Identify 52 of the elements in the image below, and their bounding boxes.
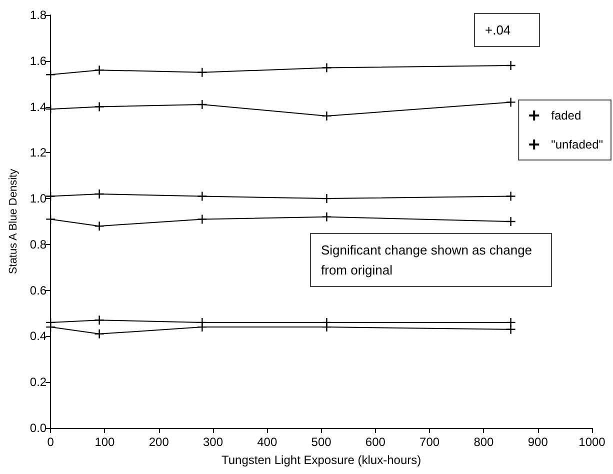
annotation: Significant change shown as change from original (321, 242, 536, 278)
y-tick-label: 1.6 (30, 54, 47, 68)
point (322, 110, 332, 122)
legend-label: faded (551, 108, 582, 122)
point (94, 188, 104, 200)
point (197, 191, 208, 202)
point (322, 212, 332, 222)
x-tick-label: 300 (202, 435, 224, 449)
x-tick-label: 600 (365, 435, 386, 449)
y-tick-label: 0.2 (30, 375, 47, 390)
point (45, 104, 56, 114)
annotation: +.04 (485, 22, 511, 38)
x-tick-label: 800 (474, 435, 494, 449)
y-tick-label: 1.2 (30, 146, 47, 160)
y-axis-title: Status A Blue Density (8, 168, 20, 274)
x-tick-label: 700 (420, 435, 440, 449)
point (506, 191, 516, 202)
y-tick-label: 1.8 (30, 8, 47, 22)
point (45, 191, 56, 202)
point (506, 317, 516, 328)
y-tick-label: 0.0 (30, 421, 47, 435)
x-tick-label: 200 (148, 435, 170, 449)
point (197, 214, 208, 224)
point (94, 220, 104, 232)
x-axis-title: Tungsten Light Exposure (klux-hours) (221, 453, 422, 467)
point (45, 214, 56, 224)
legend-label: "unfaded" (551, 138, 604, 152)
point (94, 328, 104, 340)
point (94, 102, 104, 112)
y-tick-label: 0.4 (30, 329, 47, 344)
x-tick-label: 0 (47, 435, 54, 449)
x-tick-label: 400 (257, 435, 278, 449)
point (322, 62, 332, 73)
point (322, 322, 332, 332)
x-tick-label: 100 (94, 435, 116, 449)
y-tick-label: 0.6 (30, 283, 47, 298)
point (197, 67, 208, 78)
y-tick-label: 1.0 (30, 192, 47, 206)
y-tick-label: 0.8 (30, 237, 47, 252)
point (506, 216, 516, 227)
y-tick-label: 1.4 (30, 100, 47, 114)
point (506, 97, 516, 108)
x-tick-label: 1000 (578, 435, 606, 449)
point (94, 315, 104, 326)
x-tick-label: 500 (311, 435, 332, 449)
point (322, 193, 332, 204)
point (197, 99, 208, 110)
point (94, 64, 104, 76)
point (45, 70, 56, 80)
point (506, 60, 516, 71)
point (197, 322, 208, 332)
x-tick-label: 900 (528, 435, 548, 449)
